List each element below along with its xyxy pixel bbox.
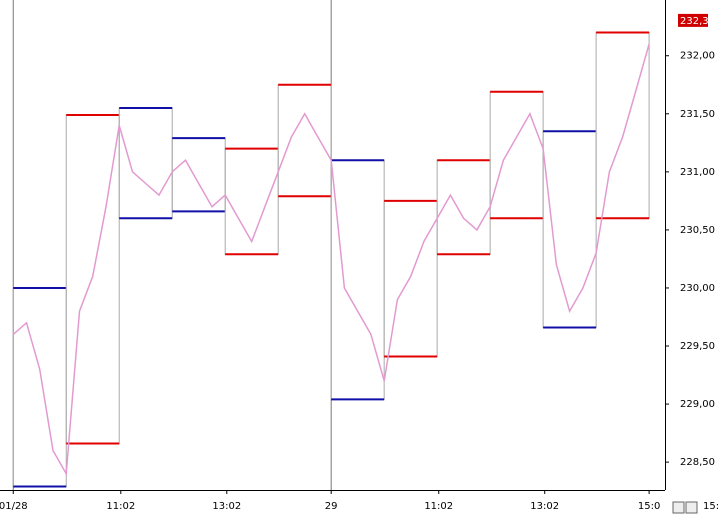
last-price-marker (678, 13, 708, 27)
x-tick-label: 29 (325, 501, 338, 512)
x-tick-label: 11:02 (424, 501, 453, 512)
y-tick-label: 228,50 (680, 457, 715, 468)
y-tick-label: 231,50 (680, 109, 715, 120)
x-tick-label: 01/28 (0, 501, 28, 512)
last-price-label: 232,30 (680, 16, 715, 27)
current-time: 15:16 (703, 501, 720, 512)
x-tick-label: 11:02 (106, 501, 135, 512)
y-tick-label: 231,00 (680, 167, 715, 178)
x-tick-label: 15:0 (638, 501, 660, 512)
y-tick-label: 232,00 (680, 51, 715, 62)
y-tick-label: 229,00 (680, 399, 715, 410)
toolbar-icons[interactable] (672, 501, 698, 514)
y-tick-label: 229,50 (680, 341, 715, 352)
price-line (12, 43, 650, 477)
icon-button[interactable] (685, 501, 698, 514)
y-tick-label: 230,50 (680, 225, 715, 236)
x-tick-label: 13:02 (212, 501, 241, 512)
y-tick-label: 230,00 (680, 283, 715, 294)
icon-button[interactable] (672, 501, 685, 514)
x-tick-label: 13:02 (530, 501, 559, 512)
